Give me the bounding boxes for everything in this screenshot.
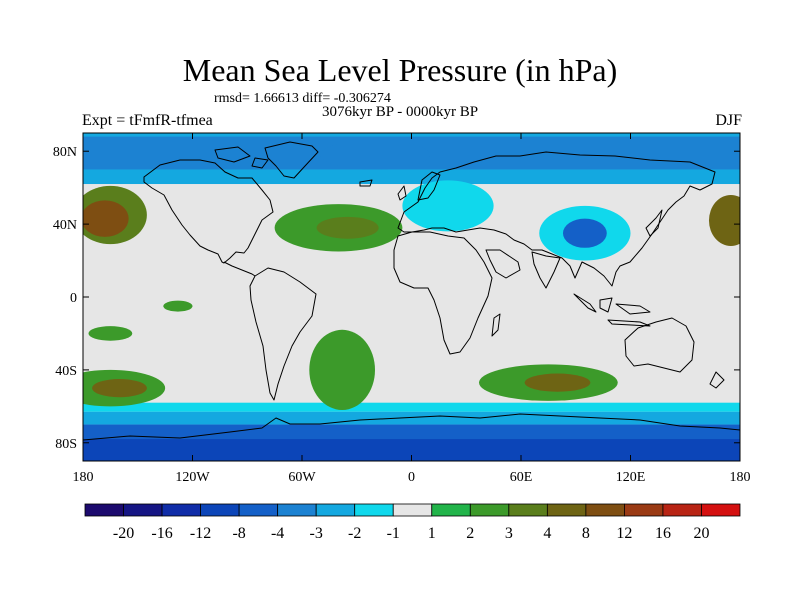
colorbar-label-6: -2 bbox=[348, 525, 361, 542]
colorbar-label-2: -12 bbox=[190, 525, 211, 542]
colorbar-swatch-11 bbox=[508, 503, 548, 517]
coast-new-zealand bbox=[709, 371, 725, 389]
coast-africa bbox=[393, 231, 493, 355]
period-label: 3076kyr BP - 0000kyr BP bbox=[322, 104, 479, 120]
field-blob-1 bbox=[83, 200, 129, 237]
field-blob-14 bbox=[562, 218, 607, 248]
field-blob-2 bbox=[708, 194, 740, 246]
field-blob-10 bbox=[298, 266, 350, 299]
colorbar-swatch-0 bbox=[84, 503, 124, 517]
colorbar-swatch-12 bbox=[546, 503, 587, 517]
coast-central-america bbox=[223, 261, 256, 277]
field-blob-4 bbox=[316, 216, 379, 239]
y-tick-label-1: 40N bbox=[53, 218, 77, 233]
colorbar-label-14: 16 bbox=[655, 525, 671, 542]
coast-madagascar bbox=[491, 313, 501, 337]
field-blob-8 bbox=[524, 373, 591, 392]
colorbar-label-9: 2 bbox=[466, 525, 474, 542]
y-tick-label-4: 80S bbox=[55, 437, 77, 452]
colorbar-swatch-5 bbox=[277, 503, 317, 517]
colorbar-label-11: 4 bbox=[543, 525, 551, 542]
coast-eurasia bbox=[397, 151, 716, 287]
colorbar-swatch-16 bbox=[701, 503, 741, 517]
x-axis: 180 120W 60W 0 60E 120E 180 bbox=[73, 133, 751, 485]
field-blob-15 bbox=[617, 318, 735, 378]
colorbar-label-15: 20 bbox=[693, 525, 709, 542]
colorbar-label-13: 12 bbox=[616, 525, 632, 542]
colorbar-swatch-8 bbox=[392, 503, 433, 517]
x-tick-label-0: 180 bbox=[73, 470, 94, 485]
colorbar-label-10: 3 bbox=[505, 525, 513, 542]
field-blob-11 bbox=[88, 326, 133, 341]
coast-greenland bbox=[264, 141, 319, 179]
coast-north-america bbox=[143, 159, 274, 264]
map-area bbox=[83, 133, 740, 461]
field-blob-16 bbox=[495, 291, 547, 321]
y-tick-label-0: 80N bbox=[53, 145, 77, 160]
x-tick-label-4: 60E bbox=[510, 470, 533, 485]
colorbar-swatch-2 bbox=[161, 503, 201, 517]
colorbar-swatch-7 bbox=[354, 503, 394, 517]
coast-scandinavia bbox=[417, 171, 441, 201]
x-tick-label-2: 60W bbox=[288, 470, 316, 485]
coast-iceland bbox=[359, 179, 373, 187]
colorbar-swatch-9 bbox=[431, 503, 471, 517]
colorbar-label-1: -16 bbox=[151, 525, 172, 542]
zonal-band-2 bbox=[83, 402, 740, 412]
stats-label: rmsd= 1.66613 diff= -0.306274 bbox=[214, 91, 391, 106]
colorbar-label-8: 1 bbox=[428, 525, 436, 542]
colorbar-label-0: -20 bbox=[113, 525, 134, 542]
colorbar-swatch-15 bbox=[662, 503, 702, 517]
coast-indonesia bbox=[573, 293, 651, 327]
y-tick-label-2: 0 bbox=[70, 291, 77, 306]
colorbar-label-5: -3 bbox=[310, 525, 323, 542]
coast-british-isles bbox=[397, 185, 407, 201]
colorbar-swatch-6 bbox=[315, 503, 356, 517]
x-tick-label-5: 120E bbox=[616, 470, 646, 485]
colorbar-swatch-4 bbox=[238, 503, 279, 517]
zonal-band-5 bbox=[83, 439, 740, 461]
coast-india bbox=[531, 251, 561, 289]
y-axis: 80N 40N 0 40S 80S bbox=[53, 145, 740, 452]
x-tick-label-3: 0 bbox=[408, 470, 415, 485]
y-tick-label-3: 40S bbox=[55, 364, 77, 379]
coast-arctic-islands bbox=[214, 146, 269, 169]
season-label: DJF bbox=[715, 112, 742, 129]
field-blobs bbox=[83, 140, 740, 410]
field-blob-18 bbox=[320, 140, 430, 170]
coast-antarctica bbox=[83, 413, 740, 441]
colorbar-swatch-14 bbox=[624, 503, 664, 517]
field-blob-6 bbox=[92, 379, 147, 398]
colorbar-label-12: 8 bbox=[582, 525, 590, 542]
map-title: Mean Sea Level Pressure (in hPa) bbox=[182, 52, 618, 88]
coast-australia bbox=[624, 317, 695, 373]
colorbar-label-3: -8 bbox=[232, 525, 245, 542]
coast-arabia bbox=[485, 249, 521, 279]
experiment-label: Expt = tFmfR-tfmea bbox=[82, 112, 213, 129]
colorbar-swatch-3 bbox=[200, 503, 240, 517]
colorbar-swatch-13 bbox=[585, 503, 625, 517]
x-tick-label-6: 180 bbox=[730, 470, 751, 485]
colorbar-swatch-10 bbox=[469, 503, 510, 517]
field-blob-17 bbox=[402, 180, 494, 232]
colorbar-swatch-1 bbox=[123, 503, 163, 517]
coast-japan bbox=[645, 209, 663, 237]
colorbar-label-7: -1 bbox=[387, 525, 400, 542]
coastlines bbox=[83, 141, 740, 441]
colorbar: -20 -16 -12 -8 -4 -3 -2 -1 1 2 3 4 8 12 16 20 bbox=[84, 503, 741, 542]
field-blob-9 bbox=[309, 329, 375, 410]
zonal-band-3 bbox=[83, 411, 740, 425]
colorbar-label-4: -4 bbox=[271, 525, 284, 542]
field-blob-12 bbox=[163, 300, 193, 312]
coast-south-america bbox=[249, 267, 317, 401]
x-tick-label-1: 120W bbox=[175, 470, 210, 485]
